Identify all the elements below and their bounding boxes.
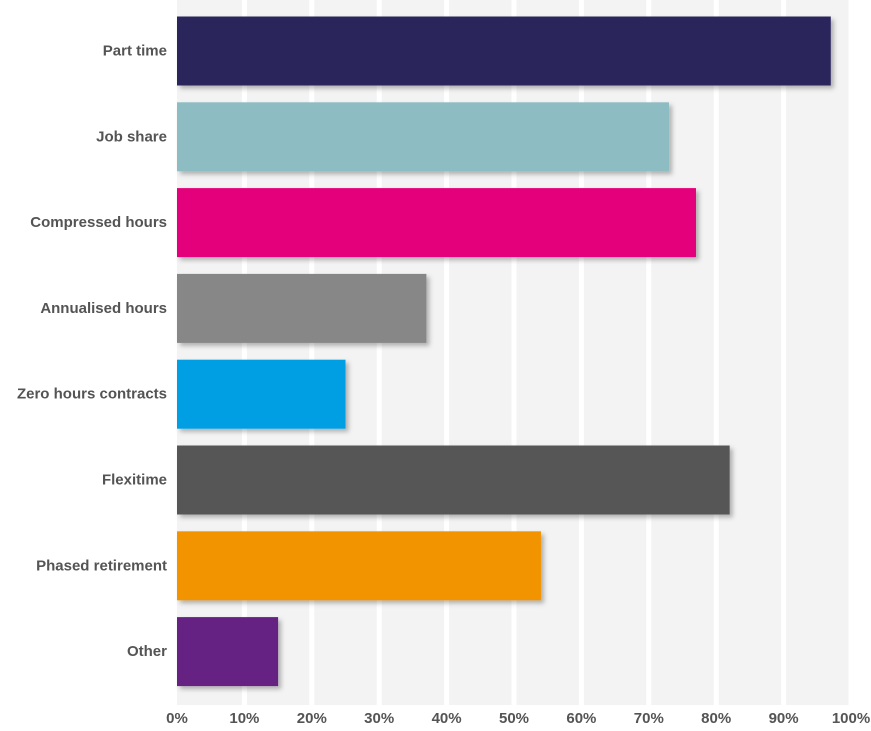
x-tick-label-30: 30% (364, 710, 394, 727)
category-labels: Part time Job share Compressed hours Annual… (17, 43, 167, 661)
category-label-phased-retirement: Phased retirement (36, 557, 167, 574)
category-label-zero-hours-contracts: Zero hours contracts (17, 386, 167, 403)
x-tick-label-60: 60% (566, 710, 596, 727)
x-tick-label-20: 20% (297, 710, 327, 727)
x-axis-ticks: 0% 10% 20% 30% 40% 50% 60% 70% 80% 90% 100% (166, 710, 870, 727)
bar-phased-retirement (177, 531, 541, 601)
x-tick-label-100: 100% (832, 710, 870, 727)
x-tick-label-0: 0% (166, 710, 188, 727)
x-tick-label-70: 70% (634, 710, 664, 727)
bar-compressed-hours (177, 188, 696, 258)
category-label-other: Other (127, 643, 167, 660)
x-tick-label-80: 80% (701, 710, 731, 727)
x-tick-label-10: 10% (229, 710, 259, 727)
category-label-job-share: Job share (96, 128, 167, 145)
bar-annualised-hours (177, 273, 427, 343)
x-tick-label-40: 40% (432, 710, 462, 727)
category-label-compressed-hours: Compressed hours (30, 214, 167, 231)
category-label-flexitime: Flexitime (102, 472, 167, 489)
bar-part-time (177, 16, 831, 86)
bar-other (177, 617, 279, 687)
bar-flexitime (177, 445, 730, 515)
x-tick-label-50: 50% (499, 710, 529, 727)
bar-job-share (177, 102, 670, 172)
bar-zero-hours-contracts (177, 359, 346, 429)
category-label-annualised-hours: Annualised hours (40, 300, 167, 317)
category-label-part-time: Part time (103, 43, 167, 60)
x-tick-label-90: 90% (769, 710, 799, 727)
bars (177, 16, 831, 687)
